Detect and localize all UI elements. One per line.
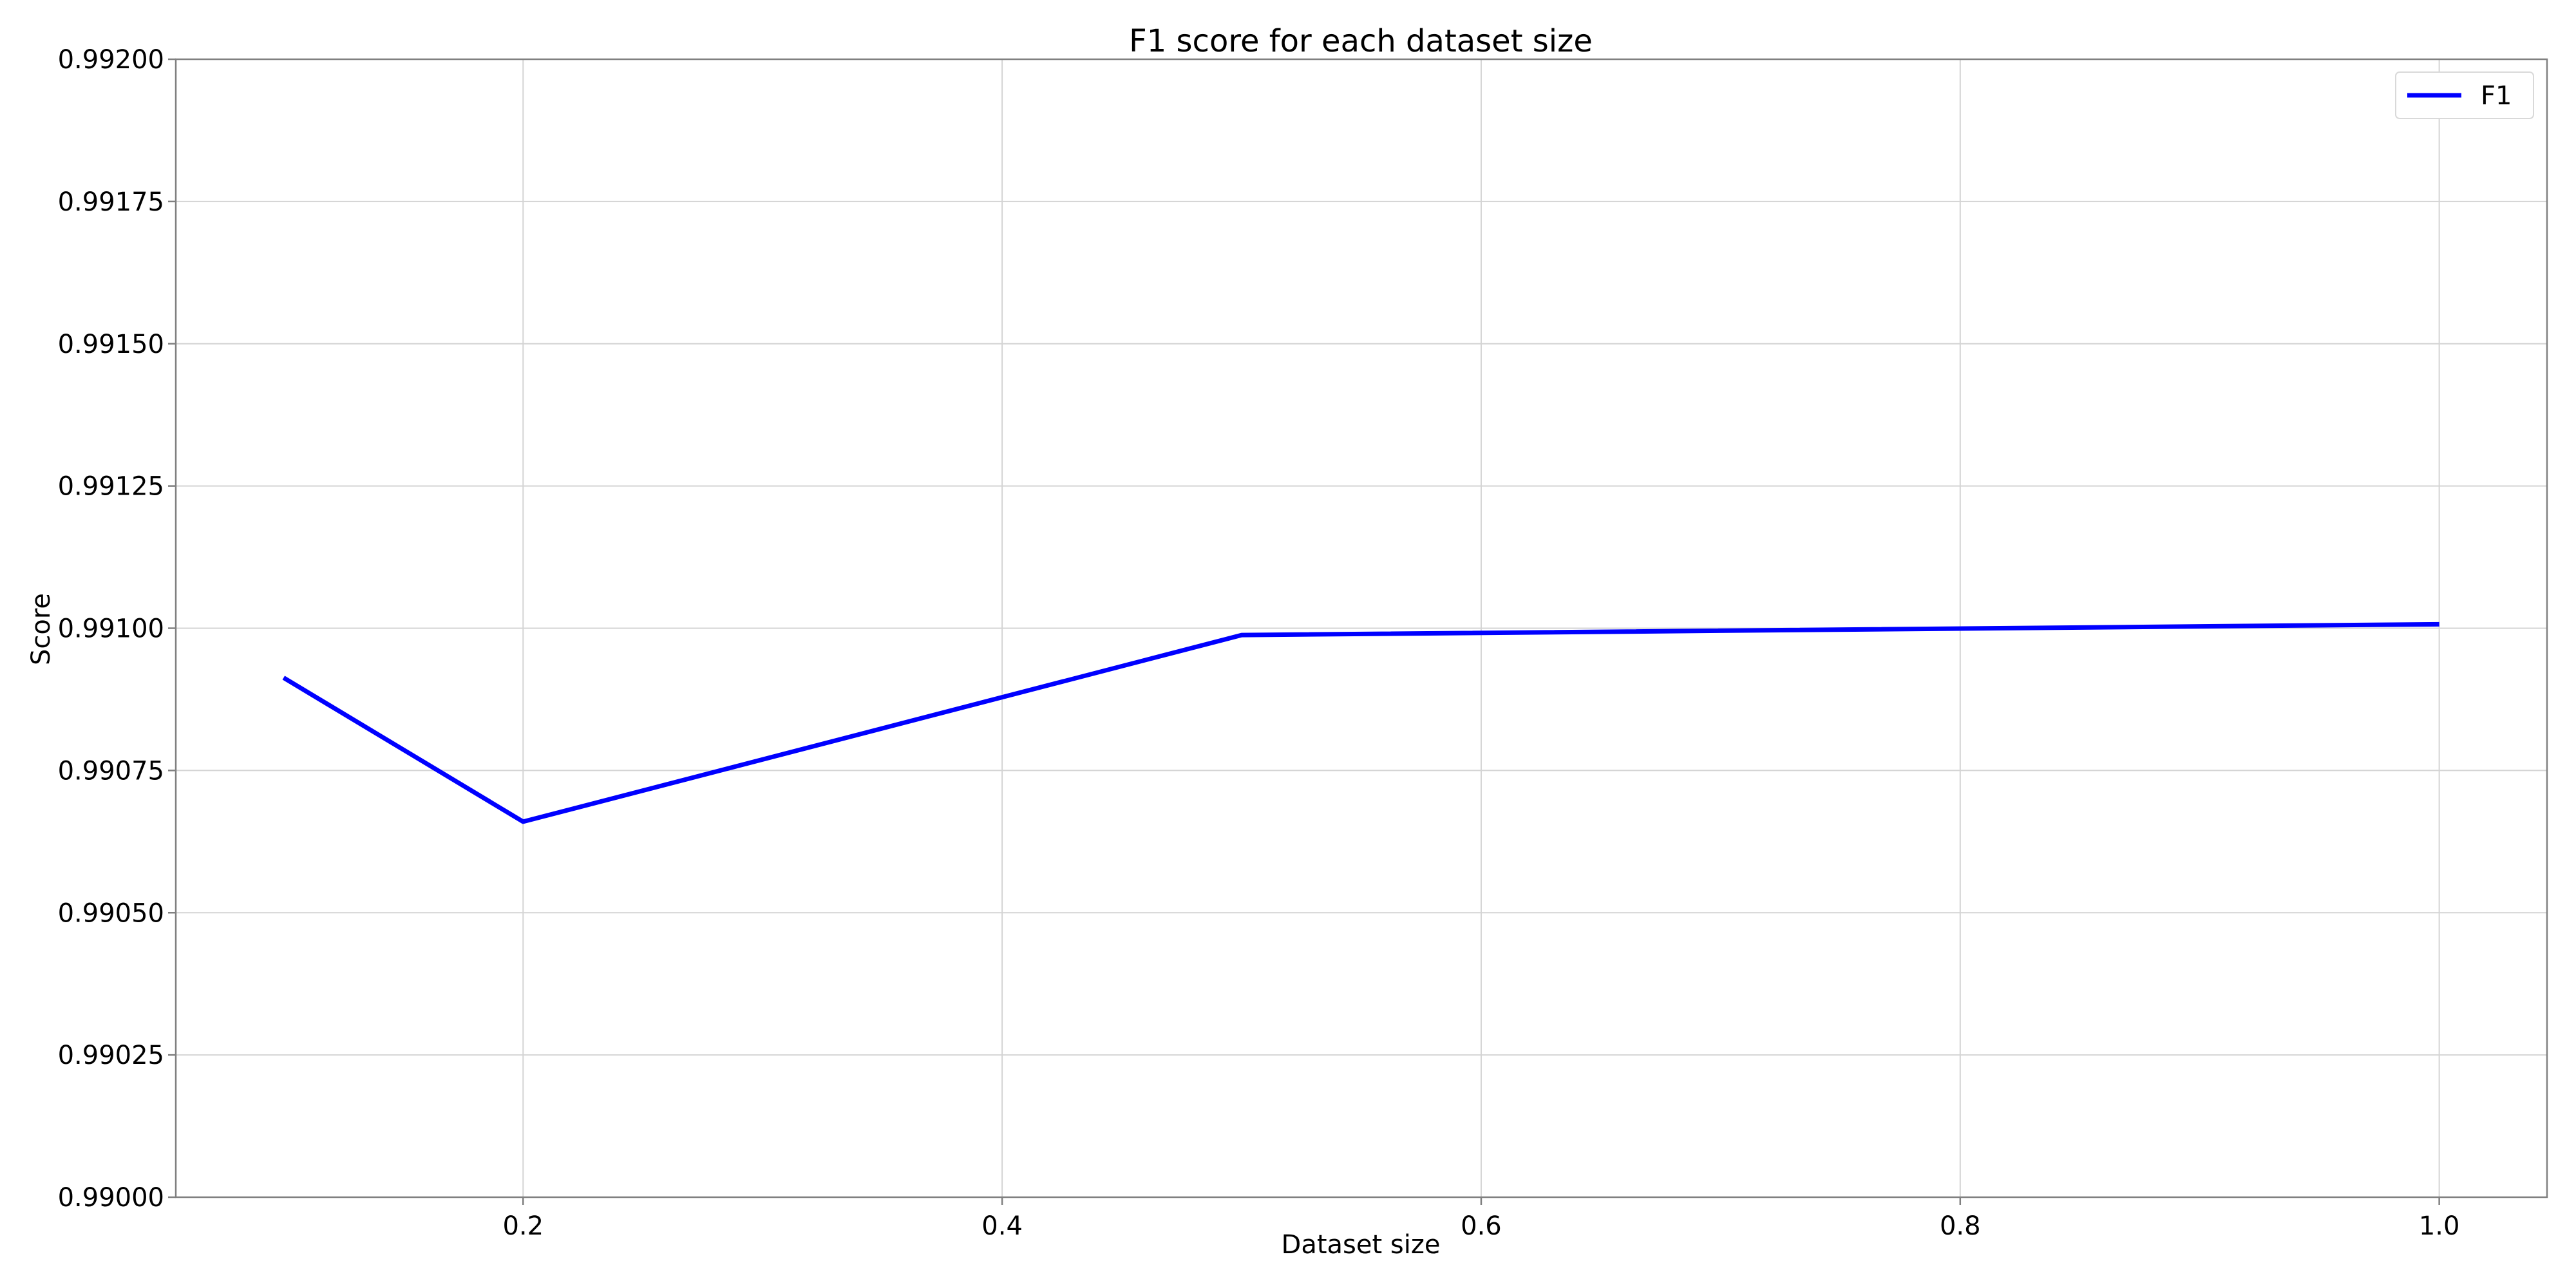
y-tick-label: 0.99075 bbox=[58, 756, 164, 786]
legend: F1 bbox=[2395, 71, 2534, 119]
series-line-f1 bbox=[282, 621, 2439, 824]
y-tick-label: 0.99175 bbox=[58, 187, 164, 217]
chart-title: F1 score for each dataset size bbox=[1129, 23, 1593, 59]
y-tick-label: 0.99100 bbox=[58, 614, 164, 644]
y-tick-label: 0.99025 bbox=[58, 1041, 164, 1070]
y-tick-label: 0.99150 bbox=[58, 330, 164, 359]
x-tick-label: 0.2 bbox=[502, 1211, 544, 1241]
y-tick-label: 0.99000 bbox=[58, 1183, 164, 1213]
legend-label-f1: F1 bbox=[2481, 81, 2512, 111]
y-tick-label: 0.99050 bbox=[58, 898, 164, 928]
x-tick-label: 0.6 bbox=[1461, 1211, 1502, 1241]
y-tick-label: 0.99200 bbox=[58, 45, 164, 75]
x-tick-label: 1.0 bbox=[2419, 1211, 2460, 1241]
x-tick-label: 0.8 bbox=[1940, 1211, 1981, 1241]
ticks: 0.2 0.4 0.6 0.8 1.0 0.99000 0.99025 0.99050 0.99… bbox=[58, 45, 2460, 1241]
y-tick-label: 0.99125 bbox=[58, 472, 164, 502]
x-axis-label: Dataset size bbox=[1282, 1230, 1441, 1260]
x-tick-label: 0.4 bbox=[981, 1211, 1023, 1241]
legend-box bbox=[2395, 71, 2534, 119]
y-axis-label: Score bbox=[26, 593, 56, 665]
series-layer bbox=[282, 621, 2439, 824]
